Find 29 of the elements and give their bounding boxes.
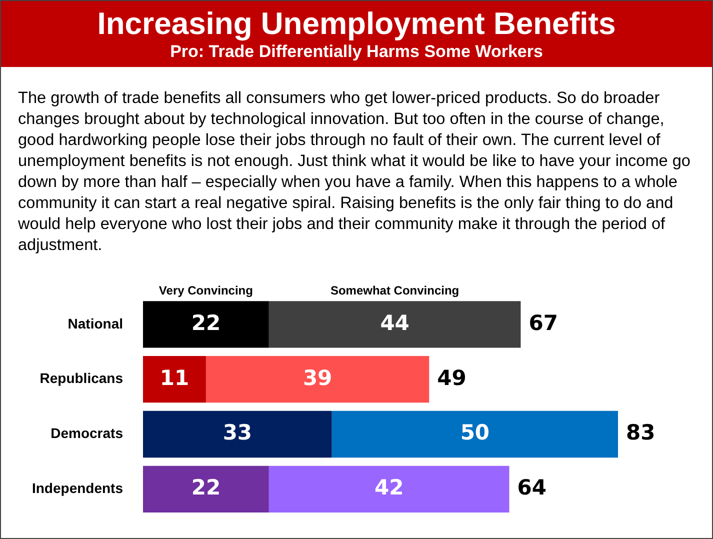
chart-title: Increasing Unemployment Benefits xyxy=(96,6,617,41)
bar xyxy=(143,466,269,512)
total-label: 64 xyxy=(517,476,546,500)
y-tick-label: National xyxy=(68,315,123,332)
data-label: 42 xyxy=(374,476,404,500)
data-label: 39 xyxy=(302,366,332,390)
chart-subtitle: Pro: Trade Differentially Harms Some Workers xyxy=(169,41,544,63)
series-label: Somewhat Convincing xyxy=(330,283,460,298)
data-label: 11 xyxy=(160,366,190,390)
bar xyxy=(268,466,510,512)
bar xyxy=(268,301,521,348)
data-label: 44 xyxy=(380,310,410,335)
y-tick-label: Republicans xyxy=(40,370,124,386)
y-tick-label: Independents xyxy=(32,480,124,496)
data-label: 22 xyxy=(191,476,221,500)
bar xyxy=(332,410,618,458)
data-label: 22 xyxy=(191,310,221,335)
text: The growth of trade benefits all consumers who get lower-priced products. So do broader changes brought about by technological innovation. But too often in the course of change, good hardworking people lose their jobs through no fault of their own. The current level of unemployment benefits is not enough. Just think what it would be like to have your income go down by more than half – especially when you have a family. When this happens to a whole community it can start a real negative spiral. Raising benefits is the only fair thing to do and would help everyone who lost their jobs and their community make it through the period of adjustment. xyxy=(18,88,692,256)
total-label: 83 xyxy=(626,420,656,445)
bar xyxy=(143,301,269,348)
bar xyxy=(143,356,206,403)
data-label: 50 xyxy=(460,420,490,445)
bar xyxy=(143,410,332,458)
data-label: 33 xyxy=(222,420,252,445)
bar xyxy=(206,356,430,403)
total-label: 67 xyxy=(528,310,558,335)
y-tick-label: Democrats xyxy=(50,425,124,442)
total-label: 49 xyxy=(437,366,466,390)
series-label: Very Convincing xyxy=(158,283,253,298)
